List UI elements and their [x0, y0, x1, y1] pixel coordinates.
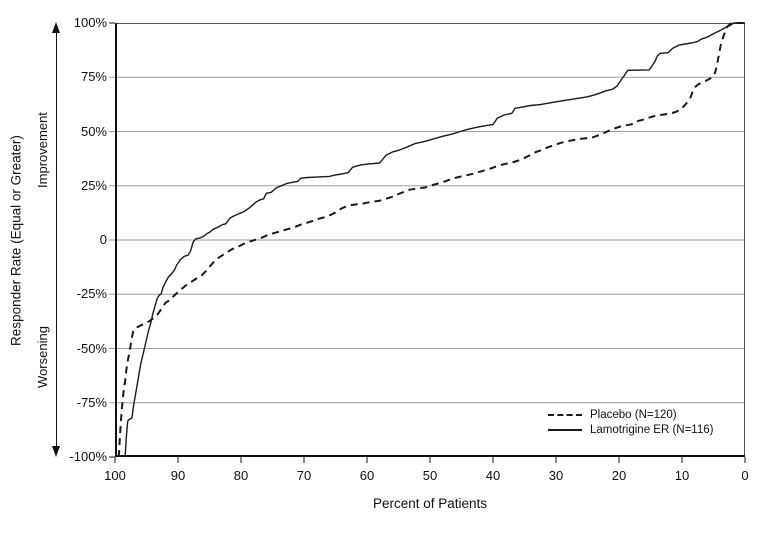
x-tick-label: 30: [548, 468, 564, 483]
x-axis-title: Percent of Patients: [372, 496, 488, 511]
legend-label: Lamotrigine ER (N=116): [590, 423, 714, 436]
legend-entry-placebo: Placebo (N=120): [548, 407, 713, 422]
y-tick-label: -25%: [76, 286, 107, 302]
y-tick-label: -75%: [76, 394, 107, 410]
x-tick-label: 10: [674, 468, 690, 483]
x-tick-label: 100: [104, 468, 126, 483]
y-tick-label: 50%: [80, 123, 107, 139]
x-tick-label: 70: [296, 468, 312, 483]
arrow-down-icon: [52, 446, 60, 457]
legend-label: Placebo (N=120): [590, 408, 677, 421]
y-tick-label: 0: [99, 232, 107, 247]
solid-line-sample-icon: [548, 428, 582, 431]
series-dashed: [117, 22, 745, 458]
y-tick-label: 100%: [73, 15, 107, 30]
y-tick-label: 75%: [80, 69, 107, 85]
x-tick-label: 60: [359, 468, 375, 483]
x-tick-label: 0: [741, 468, 749, 483]
x-tick-label: 40: [485, 468, 501, 483]
y-tick-label: 25%: [80, 177, 107, 193]
improvement-worsening-arrow-line: [56, 31, 57, 448]
legend: Placebo (N=120) Lamotrigine ER (N=116): [548, 407, 713, 437]
arrow-up-icon: [52, 22, 60, 33]
chart-canvas: [109, 22, 746, 463]
x-tick-label: 80: [233, 468, 249, 483]
x-tick-label: 50: [422, 468, 438, 483]
x-tick-label: 20: [611, 468, 627, 483]
y-tick-label: -100%: [69, 449, 107, 464]
y-axis-title: Responder Rate (Equal or Greater): [8, 135, 24, 346]
dashed-line-sample-icon: [548, 413, 582, 416]
series-solid: [124, 22, 745, 458]
legend-entry-lamotrigine: Lamotrigine ER (N=116): [548, 422, 713, 437]
y-tick-label: -50%: [76, 340, 107, 356]
x-tick-label: 90: [170, 468, 186, 483]
